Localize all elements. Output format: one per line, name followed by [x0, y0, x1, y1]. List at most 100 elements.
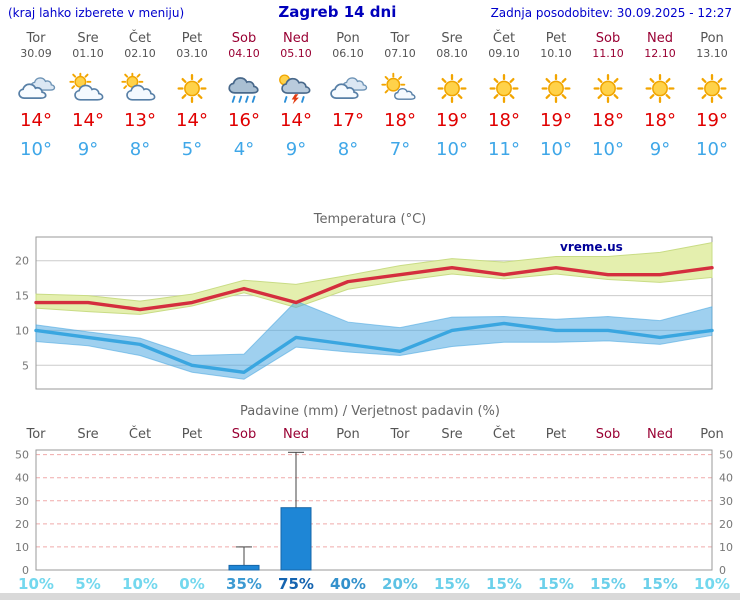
min-temp: 9°: [285, 139, 307, 160]
day-date: 03.10: [176, 47, 208, 60]
day-date: 13.10: [696, 47, 728, 60]
min-temp: 8°: [337, 139, 359, 160]
precip-day-label: Pet: [181, 427, 203, 442]
precip-bar: [280, 507, 312, 571]
day-column: Čet 09.10 18° 11°: [478, 31, 530, 160]
temp-axis-tick-label: 20: [15, 255, 29, 268]
precip-probability: 15%: [538, 575, 574, 593]
min-temp: 10°: [540, 139, 572, 160]
min-temp: 9°: [649, 139, 671, 160]
day-date: 02.10: [124, 47, 156, 60]
max-temp: 18°: [644, 110, 676, 131]
precip-probability: 15%: [642, 575, 678, 593]
day-column: Čet 02.10 13° 8°: [114, 31, 166, 160]
day-date: 12.10: [644, 47, 676, 60]
day-name: Pet: [181, 31, 203, 46]
precip-day-label: Čet: [128, 427, 152, 442]
precip-axis-tick-label-left: 40: [15, 472, 29, 485]
day-name: Pet: [545, 31, 567, 46]
day-name: Sre: [77, 31, 99, 46]
day-column: Tor 30.09 14° 10°: [10, 31, 62, 160]
precip-axis-tick-label-left: 50: [15, 449, 29, 462]
day-name: Pon: [700, 31, 724, 46]
precip-axis-tick-label-left: 10: [15, 541, 29, 554]
horizontal-scrollbar[interactable]: [0, 593, 740, 600]
min-temp: 7°: [389, 139, 411, 160]
precip-axis-tick-label-left: 30: [15, 495, 29, 508]
min-temp-line: [34, 321, 714, 374]
max-temp: 14°: [72, 110, 104, 131]
partly-weather-icon: [67, 72, 109, 105]
precip-day-labels: Tor Sre Čet Pet Sob Ned Pon Tor Sre Čet Pet Sob Ned P…: [10, 427, 738, 442]
max-temp: 14°: [20, 110, 52, 131]
precip-day-label: Pon: [700, 427, 724, 442]
max-temp: 14°: [280, 110, 312, 131]
day-name: Tor: [390, 31, 410, 46]
watermark-link[interactable]: vreme.us: [560, 240, 623, 254]
day-date: 11.10: [592, 47, 624, 60]
precip-day-label: Sre: [77, 427, 99, 442]
day-name: Čet: [492, 31, 516, 46]
temp-axis-tick-label: 10: [15, 324, 29, 337]
precip-axis-tick-label-left: 0: [22, 564, 29, 576]
day-column: Pon 13.10 19° 10°: [686, 31, 738, 160]
day-column: Sob 11.10 18° 10°: [582, 31, 634, 160]
precip-day-label: Pon: [336, 427, 360, 442]
precip-axis-tick-label-left: 20: [15, 518, 29, 531]
day-column: Sob 04.10 16° 4°: [218, 31, 270, 160]
day-column: Tor 07.10 18° 7°: [374, 31, 426, 160]
day-column: Sre 08.10 19° 10°: [426, 31, 478, 160]
day-name: Sob: [231, 31, 257, 46]
day-column: Ned 12.10 18° 9°: [634, 31, 686, 160]
precip-axis-tick-label-right: 10: [719, 541, 733, 554]
forecast-table: Tor 30.09 14° 10° Sre 01.10 14° 9° Čet 02.10 13° 8°…: [10, 31, 738, 160]
day-date: 09.10: [488, 47, 520, 60]
day-name: Ned: [283, 31, 309, 46]
mostly-sunny-weather-icon: [379, 72, 421, 105]
precip-day-label: Tor: [26, 427, 46, 442]
precip-probability: 15%: [486, 575, 522, 593]
day-name: Sre: [441, 31, 463, 46]
day-column: Pon 06.10 17° 8°: [322, 31, 374, 160]
precip-axis-tick-label-right: 40: [719, 472, 733, 485]
precip-axis-tick-label-right: 30: [719, 495, 733, 508]
temperature-chart: 5 10 15 20 vreme.us: [15, 236, 714, 390]
precip-probability: 0%: [179, 575, 205, 593]
rain-weather-icon: [223, 72, 265, 105]
day-column: Sre 01.10 14° 9°: [62, 31, 114, 160]
precip-axis-tick-label-right: 20: [719, 518, 733, 531]
day-name: Sob: [595, 31, 621, 46]
sunny-weather-icon: [691, 72, 733, 105]
sunny-weather-icon: [483, 72, 525, 105]
sunny-weather-icon: [431, 72, 473, 105]
storm-weather-icon: [275, 72, 317, 105]
temp-axis-tick-label: 5: [22, 359, 29, 372]
precip-day-label: Ned: [283, 427, 309, 442]
menu-hint: (kraj lahko izberete v meniju): [8, 6, 185, 20]
sunny-weather-icon: [639, 72, 681, 105]
day-date: 07.10: [384, 47, 416, 60]
day-name: Pon: [336, 31, 360, 46]
max-temp: 17°: [332, 110, 364, 131]
min-temp: 9°: [77, 139, 99, 160]
temperature-chart-title: Temperatura (°C): [313, 212, 427, 227]
min-temp-range-band: [35, 300, 713, 380]
min-temp: 10°: [436, 139, 468, 160]
precip-day-label: Sob: [231, 427, 257, 442]
min-temp: 10°: [696, 139, 728, 160]
max-temp: 14°: [176, 110, 208, 131]
precip-day-label: Ned: [647, 427, 673, 442]
max-temp: 19°: [696, 110, 728, 131]
precip-probability-row: 10% 5% 10% 0% 35% 75% 40% 20% 15% 15% 15% 15% 15% 10%: [10, 575, 738, 593]
max-temp: 19°: [436, 110, 468, 131]
min-temp: 4°: [233, 139, 255, 160]
day-date: 30.09: [20, 47, 52, 60]
day-date: 01.10: [72, 47, 104, 60]
max-temp: 18°: [384, 110, 416, 131]
precip-probability: 20%: [382, 575, 418, 593]
precip-axis-tick-label-right: 50: [719, 449, 733, 462]
day-date: 06.10: [332, 47, 364, 60]
min-temp: 5°: [181, 139, 203, 160]
precip-probability: 15%: [590, 575, 626, 593]
